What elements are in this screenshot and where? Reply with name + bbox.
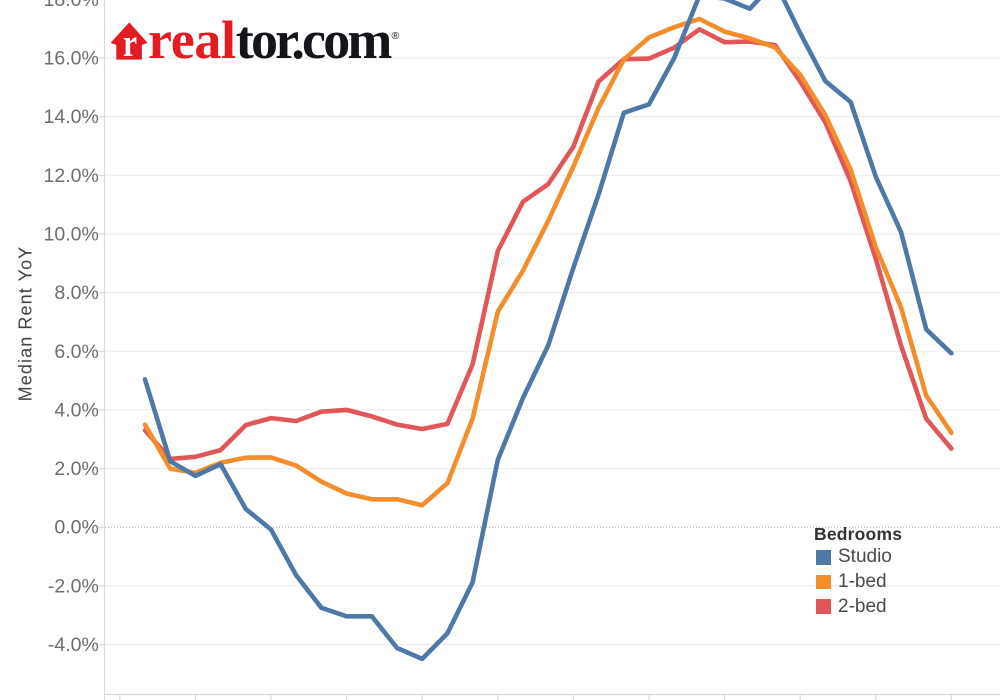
svg-text:12.0%: 12.0% — [44, 165, 99, 187]
svg-text:16.0%: 16.0% — [44, 48, 99, 70]
svg-text:10.0%: 10.0% — [44, 224, 99, 246]
svg-text:14.0%: 14.0% — [44, 106, 99, 128]
svg-text:6.0%: 6.0% — [54, 341, 98, 363]
svg-text:-2.0%: -2.0% — [48, 575, 99, 597]
svg-text:18.0%: 18.0% — [44, 0, 99, 11]
svg-text:8.0%: 8.0% — [54, 282, 98, 304]
svg-text:-4.0%: -4.0% — [48, 634, 99, 656]
svg-text:0.0%: 0.0% — [54, 517, 98, 539]
svg-text:r: r — [123, 21, 137, 65]
svg-text:2.0%: 2.0% — [54, 458, 98, 480]
svg-text:4.0%: 4.0% — [54, 399, 98, 421]
